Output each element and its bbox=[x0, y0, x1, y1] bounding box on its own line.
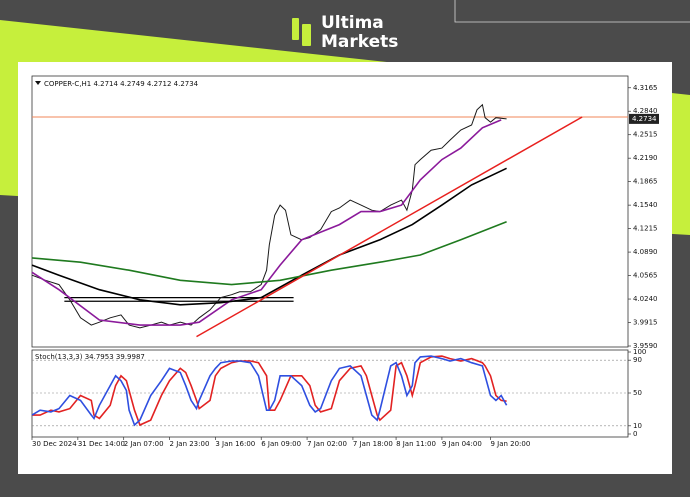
series-line bbox=[31, 119, 502, 326]
y-tick-label: 4.0240 bbox=[633, 295, 658, 303]
y-tick-label: 50 bbox=[633, 389, 642, 397]
y-tick-label: 4.0890 bbox=[633, 248, 658, 256]
open: 4.2714 bbox=[93, 80, 118, 88]
decor-line bbox=[454, 0, 690, 23]
x-tick-label: 9 Jan 04:00 bbox=[442, 440, 482, 448]
logo-text: Markets bbox=[321, 32, 398, 52]
x-tick-label: 2 Jan 07:00 bbox=[124, 440, 164, 448]
y-tick-label: 10 bbox=[633, 422, 642, 430]
series-line bbox=[31, 221, 507, 286]
symbol: COPPER-C,H1 bbox=[44, 80, 91, 88]
x-tick-label: 6 Jan 09:00 bbox=[261, 440, 301, 448]
x-tick-label: 7 Jan 18:00 bbox=[353, 440, 393, 448]
y-tick-label: 100 bbox=[633, 348, 646, 356]
logo-text: Ultima bbox=[321, 13, 384, 33]
y-tick-label: 4.1865 bbox=[633, 178, 658, 186]
high: 4.2749 bbox=[120, 80, 145, 88]
menu-arrow bbox=[35, 81, 41, 85]
y-tick-label: 4.3165 bbox=[633, 84, 658, 92]
y-tick-label: 4.2190 bbox=[633, 154, 658, 162]
x-tick-label: 31 Dec 14:00 bbox=[78, 440, 125, 448]
price-tag bbox=[629, 113, 659, 124]
stoch-label: Stoch(13,3,3) bbox=[35, 353, 83, 361]
y-tick-label: 3.9915 bbox=[633, 319, 658, 327]
x-tick-label: 8 Jan 11:00 bbox=[396, 440, 436, 448]
series-line bbox=[31, 355, 508, 427]
y-tick-label: 4.2515 bbox=[633, 131, 658, 139]
y-tick-label: 0 bbox=[633, 430, 637, 438]
stoch-panel bbox=[31, 349, 629, 438]
y-tick-label: 4.2840 bbox=[633, 107, 658, 115]
y-tick-label: 4.1215 bbox=[633, 225, 658, 233]
series-line bbox=[31, 167, 507, 306]
chart-header: COPPER-C,H1 4.2714 4.2749 4.2712 4.2734 bbox=[44, 80, 199, 88]
low: 4.2712 bbox=[147, 80, 172, 88]
stoch-signal: 39.9987 bbox=[116, 353, 145, 361]
close: 4.2734 bbox=[174, 80, 199, 88]
y-tick-label: 4.0565 bbox=[633, 272, 658, 280]
x-tick-label: 2 Jan 23:00 bbox=[170, 440, 210, 448]
series-line bbox=[32, 355, 507, 427]
y-tick-label: 4.1540 bbox=[633, 201, 658, 209]
x-tick-label: 7 Jan 02:00 bbox=[307, 440, 347, 448]
series-line bbox=[31, 103, 507, 329]
logo-mark bbox=[302, 24, 311, 46]
price-tag-label: 4.2734 bbox=[632, 115, 657, 123]
stoch-header: Stoch(13,3,3) 34.7953 39.9987 bbox=[35, 353, 145, 361]
logo-mark bbox=[292, 18, 299, 40]
y-tick-label: 3.9590 bbox=[633, 342, 658, 350]
x-tick-label: 3 Jan 16:00 bbox=[215, 440, 255, 448]
x-tick-label: 9 Jan 20:00 bbox=[490, 440, 530, 448]
trend-line bbox=[196, 116, 583, 338]
main-panel bbox=[31, 75, 629, 348]
x-tick-label: 30 Dec 2024 bbox=[32, 440, 77, 448]
stoch-main: 34.7953 bbox=[85, 353, 114, 361]
y-tick-label: 90 bbox=[633, 356, 642, 364]
